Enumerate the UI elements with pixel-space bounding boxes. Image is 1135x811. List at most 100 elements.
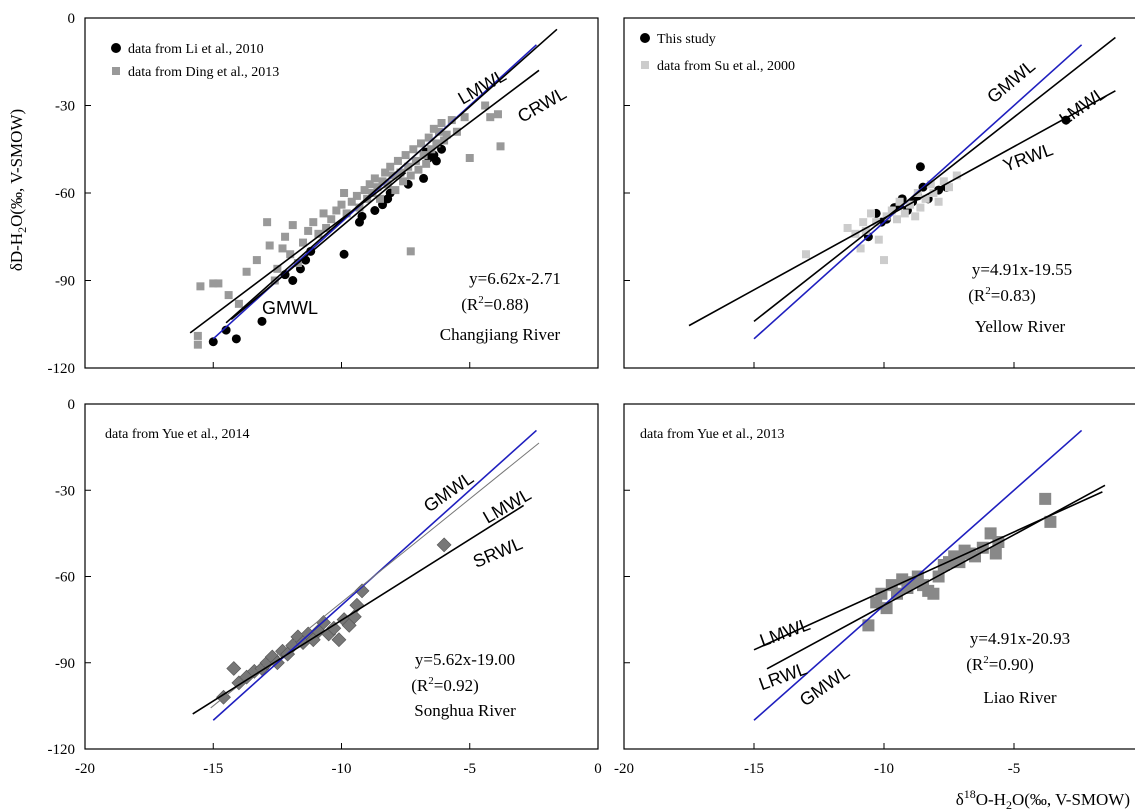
x-tick-label: -20: [614, 761, 634, 777]
x-tick-label: -10: [332, 761, 352, 777]
data-point: [286, 250, 295, 259]
data-point: [460, 113, 469, 122]
panels: 0 -30 -60 -90 -120 GMWL LMWL CRWL data from Li e…: [48, 11, 1135, 777]
data-point: [422, 159, 431, 168]
line-label: YRWL: [1000, 139, 1055, 175]
data-point: [231, 334, 241, 344]
plot-area: [753, 429, 1106, 721]
data-point: [370, 206, 380, 215]
data-point: [911, 212, 920, 221]
x-tick-label: 0: [594, 761, 602, 777]
data-point: [299, 238, 308, 247]
data-point: [357, 211, 367, 221]
data-point: [378, 177, 387, 186]
y-tick-label: -120: [48, 361, 76, 377]
legend-marker: [112, 67, 120, 75]
data-point: [393, 156, 402, 165]
regression-line: [688, 90, 1116, 327]
data-point: [1044, 515, 1057, 528]
data-point: [486, 113, 495, 122]
data-point: [399, 177, 408, 186]
data-point: [331, 632, 347, 648]
data-point: [862, 619, 875, 632]
line-label: CRWL: [514, 83, 570, 127]
data-point: [263, 218, 272, 227]
r-squared: (R2=0.83): [968, 285, 1036, 305]
data-point: [406, 247, 415, 256]
x-tick-label: -15: [203, 761, 223, 777]
x-tick-label: -15: [744, 761, 764, 777]
river-name: Liao River: [983, 688, 1057, 707]
data-point: [373, 183, 382, 192]
data-point: [436, 537, 452, 553]
line-label: GMWL: [983, 56, 1039, 107]
legend-marker: [641, 61, 649, 69]
data-point: [208, 337, 218, 347]
y-tick-label: -60: [55, 186, 75, 202]
data-point: [252, 256, 261, 265]
data-point: [242, 267, 251, 276]
data-point: [332, 206, 341, 215]
data-point: [867, 209, 875, 218]
data-point: [437, 119, 446, 127]
data-point: [939, 177, 948, 186]
panel-3: -20-15-10-50GMWLLMWLLRWLdata from Yue et…: [614, 403, 1135, 777]
legend-marker: [640, 33, 650, 43]
data-point: [257, 316, 267, 326]
data-point: [193, 340, 202, 349]
data-point: [861, 226, 870, 235]
x-tick-label: -5: [1008, 761, 1021, 777]
data-point: [327, 215, 336, 224]
data-point: [354, 583, 370, 599]
line-label: LMWL: [479, 484, 534, 527]
data-point: [440, 136, 449, 145]
regression-line: [192, 504, 525, 715]
data-point: [401, 151, 410, 160]
data-point: [424, 133, 433, 142]
regression-equation: y=4.91x-20.93: [970, 629, 1070, 648]
y-tick-label: -30: [55, 483, 75, 499]
legend-entry: This study: [657, 32, 716, 47]
data-point: [895, 197, 904, 206]
river-name: Songhua River: [414, 701, 516, 720]
data-point: [427, 145, 436, 154]
data-point: [411, 156, 420, 165]
data-point: [887, 206, 896, 215]
data-point: [843, 224, 852, 232]
data-point: [465, 154, 474, 162]
y-tick-label: 0: [68, 11, 76, 27]
data-point: [404, 162, 413, 171]
plot-area: [688, 36, 1116, 340]
regression-line: [189, 69, 540, 334]
data-point: [859, 218, 868, 227]
plot-area: [192, 429, 540, 721]
y-tick-label: -30: [55, 99, 75, 115]
data-point: [927, 587, 940, 600]
data-point: [929, 189, 938, 197]
data-point: [370, 174, 379, 183]
data-point: [273, 264, 282, 273]
data-point: [916, 203, 925, 212]
data-point: [319, 209, 328, 218]
data-point: [926, 180, 935, 189]
regression-line: [210, 442, 540, 709]
data-point: [414, 165, 423, 174]
plot-area: [189, 28, 558, 349]
data-point: [391, 186, 400, 195]
data-point: [874, 235, 883, 244]
plot-frame: [623, 403, 1135, 750]
plot-frame: [84, 403, 599, 750]
x-axis-title: δ18O-H2O(‰, V-SMOW): [956, 787, 1130, 811]
line-label: GMWL: [262, 298, 318, 318]
data-point: [375, 194, 384, 203]
data-point: [365, 180, 374, 189]
data-point: [1061, 115, 1071, 125]
data-point: [406, 171, 415, 180]
data-point: [304, 226, 313, 235]
data-point: [352, 191, 361, 200]
data-point: [209, 279, 218, 288]
source-note: data from Yue et al., 2013: [640, 427, 785, 442]
data-point: [409, 145, 418, 154]
